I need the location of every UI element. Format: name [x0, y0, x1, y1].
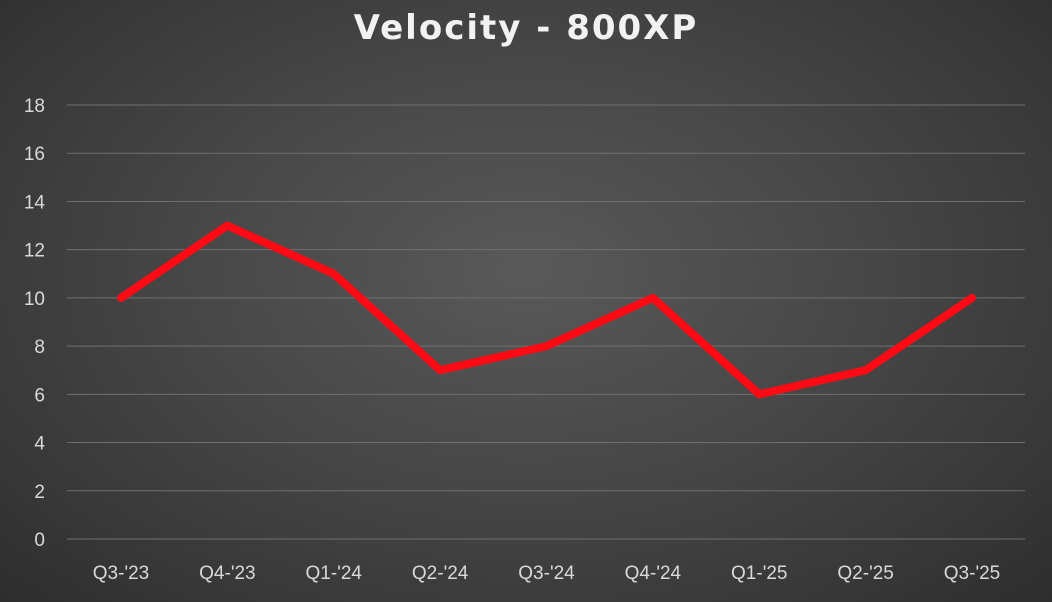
series-line [117, 221, 976, 399]
y-tick-label: 12 [24, 241, 45, 262]
x-tick-label: Q1-'25 [731, 563, 787, 584]
y-tick-label: 6 [34, 385, 45, 406]
series-layer [117, 221, 976, 399]
x-tick-label: Q3-'23 [93, 563, 149, 584]
data-point [546, 345, 547, 347]
x-tick-label: Q1-'24 [306, 563, 363, 584]
y-tick-label: 14 [24, 192, 46, 213]
gridlines [67, 104, 1025, 540]
x-tick-label: Q2-'24 [412, 563, 469, 584]
data-point [971, 297, 973, 299]
x-axis-ticks: Q3-'23 Q4-'23 Q1-'24 Q2-'24 Q3-'24 Q4-'24 Q1-'… [93, 563, 1000, 584]
data-point [120, 297, 122, 299]
data-point [226, 225, 228, 227]
chart-title: Velocity - 800XP [353, 8, 699, 48]
data-point [652, 297, 654, 299]
x-tick-label: Q3-'24 [518, 563, 575, 584]
y-tick-label: 8 [34, 337, 45, 358]
y-tick-label: 4 [34, 434, 45, 455]
y-tick-label: 18 [24, 96, 45, 117]
x-tick-label: Q4-'24 [625, 563, 682, 584]
y-tick-label: 16 [24, 144, 45, 165]
x-tick-label: Q2-'25 [837, 563, 893, 584]
x-tick-label: Q3-'25 [944, 563, 1000, 584]
y-tick-label: 10 [24, 289, 45, 310]
x-tick-label: Q4-'23 [199, 563, 255, 584]
data-point [333, 273, 335, 275]
data-point [865, 369, 867, 371]
data-point [758, 393, 760, 395]
y-tick-label: 0 [34, 530, 45, 551]
data-point [439, 369, 441, 371]
y-tick-label: 2 [34, 482, 45, 503]
y-axis-ticks: 0 2 4 6 8 10 12 14 16 18 [24, 96, 46, 551]
